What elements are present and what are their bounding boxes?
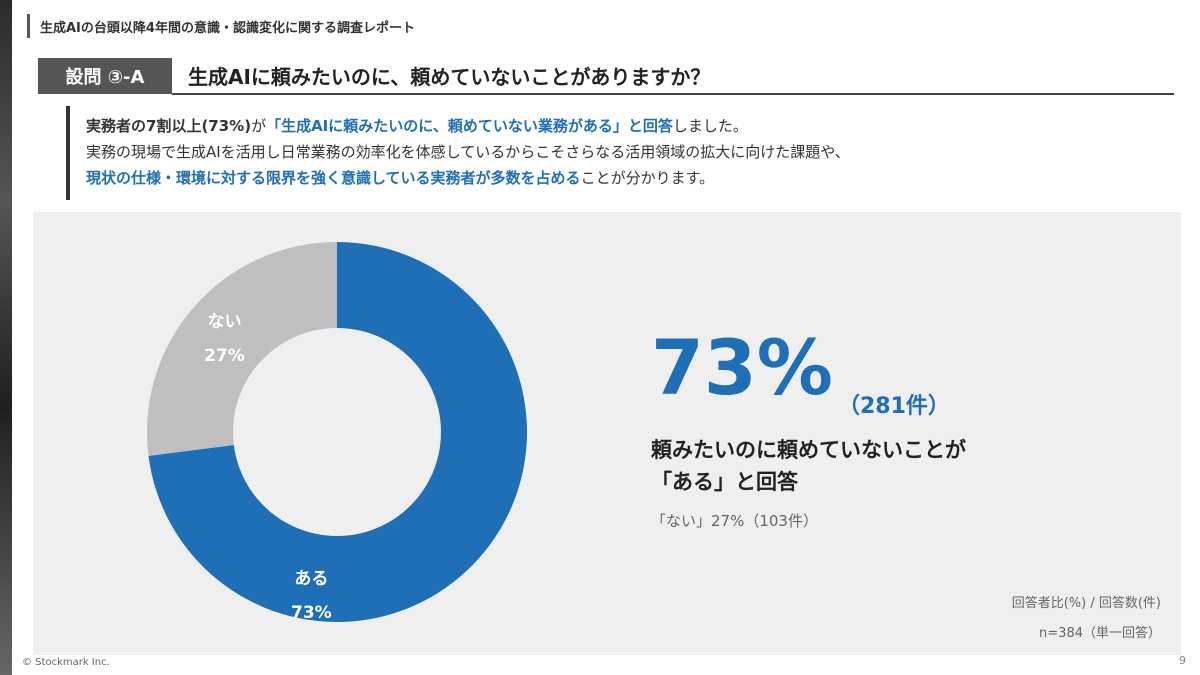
chart-panel: ある 73% ない 27% 73% （281件） 頼みたいのに頼めていないことが 「あ… bbox=[33, 212, 1181, 655]
question-underline bbox=[172, 93, 1174, 95]
donut-slice-nai bbox=[147, 242, 337, 456]
summary-highlight: 実務者の7割以上(73%) bbox=[86, 117, 252, 135]
summary-text-fragment: が bbox=[251, 117, 267, 135]
question-text: 生成AIに頼みたいのに、頼めていないことがありますか？ bbox=[188, 65, 711, 89]
result-headline-line-2: 「ある」と回答 bbox=[651, 470, 798, 494]
left-edge-decoration bbox=[0, 0, 12, 675]
summary-line-2: 実務の現場で生成AIを活用し日常業務の効率化を体感しているからこそさらなる活用領… bbox=[86, 143, 850, 161]
result-headline: 頼みたいのに頼めていないことが 「ある」と回答 bbox=[651, 434, 966, 498]
donut-slice-value: 73% bbox=[291, 603, 332, 623]
summary-text: 実務者の7割以上(73%)が「生成AIに頼みたいのに、頼めていない業務がある」と… bbox=[86, 113, 1176, 191]
big-count: （281件） bbox=[838, 394, 950, 419]
donut-slice-label: ある bbox=[294, 569, 328, 589]
big-percent: 73% bbox=[651, 323, 833, 412]
summary-text-fragment: ことが分かります。 bbox=[580, 169, 715, 187]
summary-line-1: 実務者の7割以上(73%)が「生成AIに頼みたいのに、頼めていない業務がある」と… bbox=[86, 113, 1176, 139]
header-accent-bar bbox=[27, 14, 30, 38]
summary-text-fragment: しました。 bbox=[672, 117, 748, 135]
summary-line-3: 現状の仕様・環境に対する限界を強く意識している実務者が多数を占めることが分かりま… bbox=[86, 165, 1176, 191]
donut-slice-value: 27% bbox=[204, 346, 245, 366]
donut-slice-label: ない bbox=[207, 312, 241, 332]
page-number: 9 bbox=[1179, 654, 1186, 667]
summary-accent: 現状の仕様・環境に対する限界を強く意識している実務者が多数を占める bbox=[86, 169, 581, 187]
summary-accent: 「生成AIに頼みたいのに、頼めていない業務がある」と回答 bbox=[266, 117, 673, 135]
donut-slice-aru bbox=[148, 242, 527, 622]
unit-note: 回答者比(%) / 回答数(件) bbox=[1011, 596, 1161, 611]
sample-size-note: n=384（単一回答） bbox=[1039, 626, 1161, 641]
question-label: 設問 ③-A bbox=[38, 58, 172, 94]
summary-accent-bar bbox=[66, 106, 70, 200]
report-title: 生成AIの台頭以降4年間の意識・認識変化に関する調査レポート bbox=[40, 21, 415, 36]
donut-chart: ある 73% ない 27% bbox=[147, 242, 527, 623]
secondary-result: 「ない」27%（103件） bbox=[651, 512, 818, 530]
copyright: © Stockmark Inc. bbox=[22, 657, 110, 668]
result-headline-line-1: 頼みたいのに頼めていないことが bbox=[651, 438, 966, 462]
